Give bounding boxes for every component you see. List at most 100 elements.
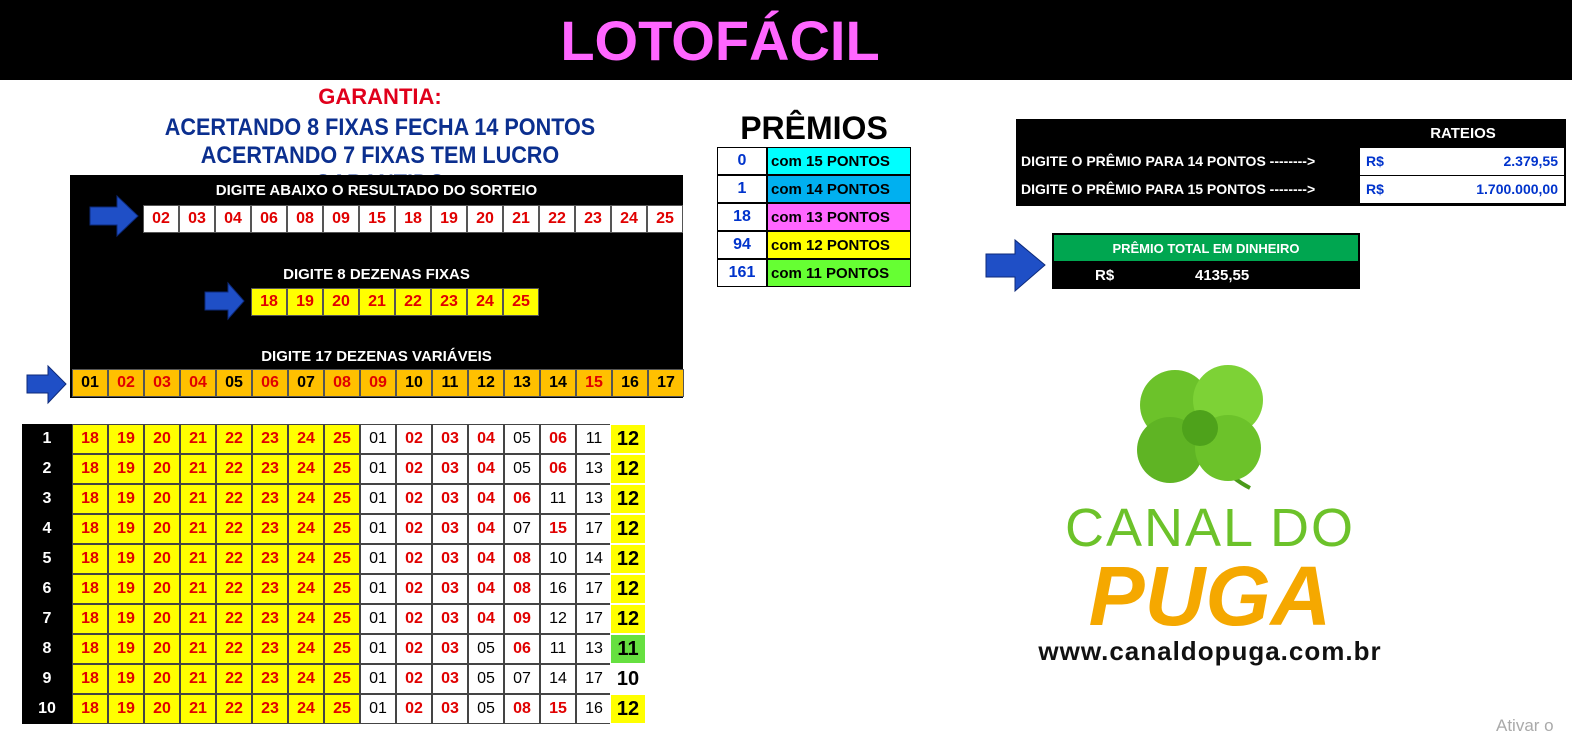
game-number: 04 [468,544,504,574]
game-number: 03 [432,604,468,634]
game-number: 21 [180,544,216,574]
game-number: 07 [504,664,540,694]
section-label: DIGITE 17 DEZENAS VARIÁVEIS [261,348,492,365]
game-number: 04 [468,484,504,514]
game-number: 14 [540,664,576,694]
section-label: DIGITE ABAIXO O RESULTADO DO SORTEIO [215,182,538,199]
total-panel: PRÊMIO TOTAL EM DINHEIRO R$ 4135,55 [1052,233,1360,289]
variable-number: 07 [288,369,324,397]
game-number: 01 [360,604,396,634]
game-number: 19 [108,634,144,664]
game-number: 21 [180,484,216,514]
game-number: 21 [180,604,216,634]
game-number: 22 [216,634,252,664]
game-number: 17 [576,514,612,544]
game-number: 24 [288,484,324,514]
game-number: 11 [540,634,576,664]
game-number: 19 [108,694,144,724]
draw-number: 23 [575,205,611,233]
draw-number: 06 [251,205,287,233]
prize-label: com 14 PONTOS [767,175,911,203]
game-number: 04 [468,604,504,634]
game-number: 19 [108,664,144,694]
draw-number: 20 [467,205,503,233]
game-index: 1 [22,424,72,454]
game-number: 25 [324,454,360,484]
draw-number: 25 [647,205,683,233]
game-number: 13 [576,634,612,664]
game-number: 12 [540,604,576,634]
guarantee: GARANTIA: ACERTANDO 8 FIXAS FECHA 14 PON… [120,84,640,198]
game-number: 02 [396,484,432,514]
fixed-number: 20 [323,288,359,316]
game-number: 20 [144,664,180,694]
game-hits: 12 [610,424,646,454]
fixed-number: 21 [359,288,395,316]
game-number: 08 [504,694,540,724]
game-number: 19 [108,604,144,634]
logo-line: CANAL DO [1064,498,1356,558]
game-number: 22 [216,514,252,544]
game-number: 25 [324,484,360,514]
game-number: 18 [72,544,108,574]
rateios-header: RATEIOS [1430,125,1496,142]
total-currency: R$ [1095,267,1115,284]
prize-count: 18 [717,203,767,231]
game-number: 22 [216,664,252,694]
game-number: 05 [504,454,540,484]
rateio-label: DIGITE O PRÊMIO PARA 14 PONTOS --------> [1021,153,1316,169]
games-table: 1 18 19 20 21 22 23 24 25 01 02 03 04 05 06 11 12 2 18 19 20… [22,424,646,735]
variable-number: 10 [396,369,432,397]
game-number: 23 [252,574,288,604]
game-index: 6 [22,574,72,604]
game-number: 20 [144,424,180,454]
game-number: 24 [288,454,324,484]
rateio-currency: R$ [1366,153,1384,169]
rateio-box: R$ 2.379,55 [1360,148,1564,175]
game-number: 18 [72,424,108,454]
game-number: 22 [216,574,252,604]
draw-number: 02 [143,205,179,233]
game-number: 06 [540,424,576,454]
game-hits: 12 [610,604,646,634]
game-number: 11 [540,484,576,514]
game-number: 19 [108,514,144,544]
draw-number: 22 [539,205,575,233]
fixed-number: 19 [287,288,323,316]
variable-number: 11 [432,369,468,397]
game-number: 22 [216,694,252,724]
game-number: 25 [324,574,360,604]
game-number: 05 [468,634,504,664]
game-number: 18 [72,664,108,694]
game-number: 02 [396,664,432,694]
page-title: LOTOFÁCIL [560,9,880,72]
game-number: 06 [540,454,576,484]
game-number: 24 [288,514,324,544]
game-number: 19 [108,544,144,574]
game-number: 25 [324,694,360,724]
game-number: 24 [288,574,324,604]
game-number: 20 [144,544,180,574]
game-number: 08 [504,544,540,574]
prize-label: com 13 PONTOS [767,203,911,231]
game-number: 05 [468,664,504,694]
game-hits: 12 [610,484,646,514]
game-number: 08 [504,574,540,604]
total-value: 4135,55 [1195,267,1250,284]
header-bar: LOTOFÁCIL [0,0,1572,80]
game-number: 04 [468,454,504,484]
game-number: 20 [144,694,180,724]
variable-number: 02 [108,369,144,397]
game-number: 20 [144,454,180,484]
arrow [26,364,67,405]
game-number: 03 [432,514,468,544]
prize-label: com 12 PONTOS [767,231,911,259]
game-index: 8 [22,634,72,664]
game-number: 25 [324,634,360,664]
game-number: 25 [324,544,360,574]
game-number: 24 [288,694,324,724]
draw-number: 19 [431,205,467,233]
game-number: 06 [504,484,540,514]
arrow [985,238,1046,293]
